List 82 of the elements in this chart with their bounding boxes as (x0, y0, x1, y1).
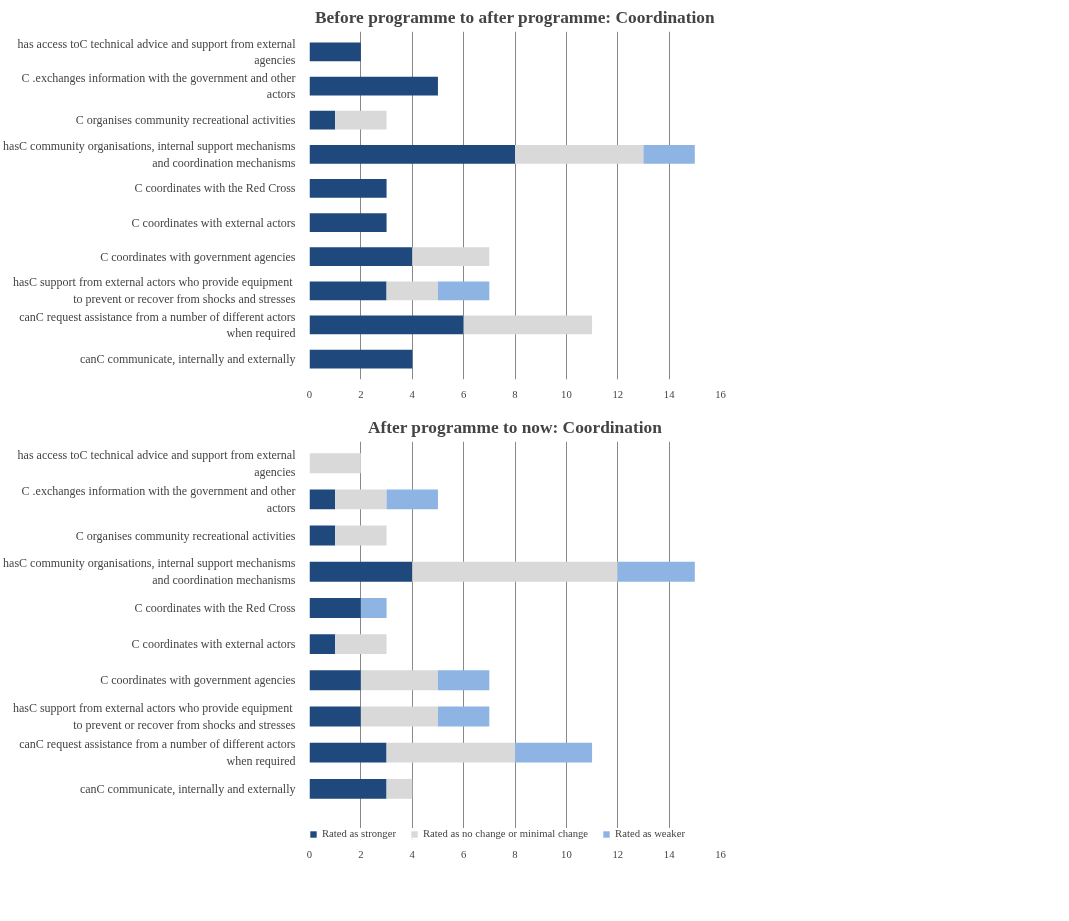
y-tick-label: C coordinates with the Red Cross (134, 600, 296, 615)
bar (360, 706, 438, 727)
x-tick-label: 8 (512, 848, 518, 860)
bar (386, 281, 438, 301)
y-tick-label: C .exchanges information with the government and other actors (21, 70, 296, 102)
bar (309, 742, 387, 763)
bar (515, 144, 644, 164)
bar (412, 561, 618, 582)
x-tick-label: 16 (715, 388, 727, 400)
x-tick-label: 0 (306, 848, 313, 860)
x-tick-label: 12 (612, 388, 624, 400)
y-tick-label: has access toC technical advice and support from external agencies (17, 36, 297, 68)
bar (515, 742, 593, 763)
bar (309, 778, 387, 799)
x-tick-label: 10 (561, 848, 572, 860)
y-tick-label: C .exchanges information with the government and other actors (21, 483, 296, 515)
bar (617, 561, 695, 582)
bar (309, 144, 515, 164)
bar (309, 597, 361, 618)
legend-label: Rated as no change or minimal change (422, 828, 589, 839)
bar (309, 247, 413, 267)
bar (309, 281, 387, 301)
y-tick-label: canC communicate, internally and externally (79, 352, 296, 367)
bar (335, 634, 387, 655)
bar (309, 525, 336, 546)
bar (335, 110, 387, 130)
y-tick-label: canC request assistance from a number of different actors when required (19, 309, 296, 341)
bar (309, 110, 336, 130)
x-tick-label: 8 (512, 388, 518, 400)
x-tick-label: 16 (715, 848, 727, 860)
x-tick-label: 12 (612, 848, 624, 860)
y-tick-label: C coordinates with the Red Cross (134, 181, 296, 196)
bar (360, 670, 438, 691)
y-tick-label: C organises community recreational activities (75, 528, 296, 543)
y-tick-label: C coordinates with government agencies (100, 673, 296, 688)
bar (309, 315, 464, 335)
bar (335, 525, 387, 546)
chart-title: Before programme to after programme: Coordination (315, 7, 715, 27)
x-tick-label: 6 (460, 848, 467, 860)
bar (309, 634, 336, 655)
y-tick-label: canC request assistance from a number of different actors when required (19, 737, 296, 769)
bar (309, 213, 387, 232)
x-tick-label: 14 (663, 848, 676, 860)
x-tick-label: 2 (358, 388, 364, 400)
x-tick-label: 6 (460, 388, 467, 400)
y-tick-label: C coordinates with external actors (131, 215, 296, 230)
y-tick-label: canC communicate, internally and externally (79, 781, 296, 796)
bar (309, 42, 361, 62)
y-tick-label: C coordinates with government agencies (100, 249, 296, 264)
bar (437, 670, 490, 691)
chart-title: After programme to now: Coordination (367, 417, 663, 437)
x-tick-label: 0 (306, 388, 313, 400)
x-tick-label: 4 (409, 848, 416, 860)
bar (309, 670, 361, 691)
y-tick-label: hasC community organisations, internal support mechanisms and coordination mechanisms (3, 556, 296, 588)
bar (386, 742, 515, 763)
bar (309, 706, 361, 727)
y-tick-label: C organises community recreational activities (75, 113, 296, 128)
x-tick-label: 2 (358, 848, 364, 860)
bar (309, 489, 336, 510)
bar (309, 349, 413, 369)
bar (437, 706, 490, 727)
bar (437, 281, 490, 301)
legend-label: Rated as weaker (615, 828, 685, 839)
y-tick-label: C coordinates with external actors (131, 637, 296, 652)
bar (386, 778, 413, 799)
bar (309, 179, 387, 198)
legend-label: Rated as stronger (322, 828, 396, 839)
x-tick-label: 10 (561, 388, 572, 400)
bar (643, 144, 695, 164)
bar (309, 76, 438, 96)
x-tick-label: 14 (663, 388, 676, 400)
x-tick-label: 4 (409, 388, 416, 400)
bar (412, 247, 490, 267)
bar (463, 315, 593, 335)
bar (386, 489, 438, 510)
y-tick-label: has access toC technical advice and support from external agencies (17, 447, 297, 479)
y-tick-label: hasC community organisations, internal support mechanisms and coordination mechanisms (3, 138, 296, 170)
bar (335, 489, 387, 510)
bar (309, 453, 361, 474)
bar (360, 597, 387, 618)
bar (309, 561, 413, 582)
